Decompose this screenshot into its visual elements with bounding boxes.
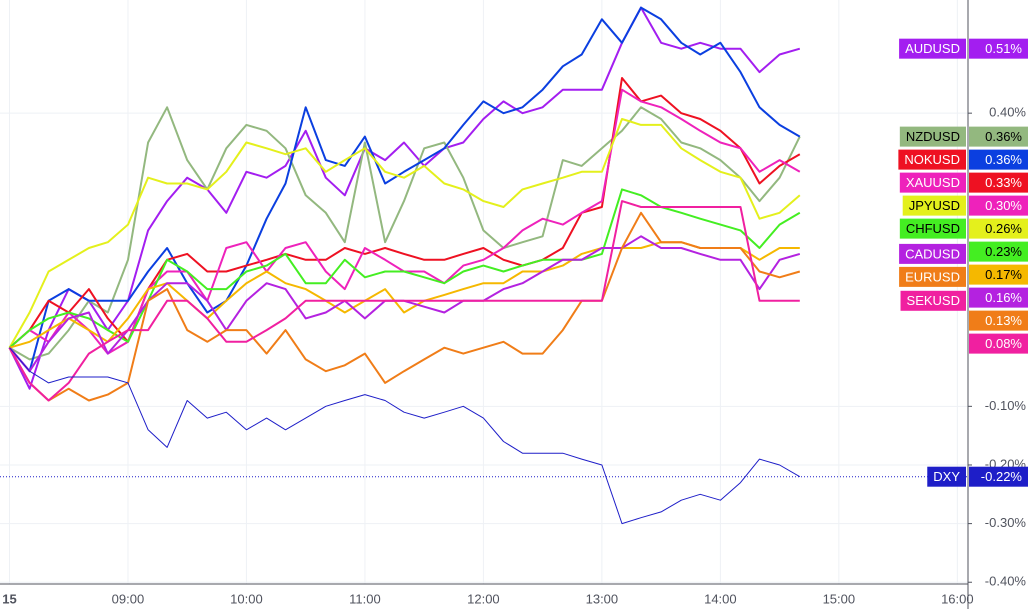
series-line [8, 6, 801, 390]
series-line [8, 6, 801, 373]
legend-entry: CHFUSD [899, 218, 966, 239]
x-tick-label: 14:00 [704, 591, 737, 606]
legend-label: NZDUSD [906, 129, 960, 144]
legend-label: CADUSD [905, 246, 960, 261]
value-label: 0.33% [985, 175, 1022, 190]
value-label-box [969, 195, 1028, 216]
legend-label: NOKUSD [904, 152, 960, 167]
series-line [9, 347, 801, 525]
legend-box [898, 149, 966, 170]
value-label: 0.13% [985, 313, 1022, 328]
series-line [8, 118, 801, 349]
legend-entry: JPYUSD [902, 195, 966, 216]
value-label-box [969, 466, 1028, 487]
value-label-box [969, 264, 1028, 285]
time-axis-panel [0, 584, 968, 609]
value-label-box [969, 333, 1028, 354]
legend-box [899, 243, 966, 264]
legend-box [927, 466, 966, 487]
legend-label: CHFUSD [906, 221, 960, 236]
series-line [8, 211, 801, 402]
x-tick-label: 16:00 [941, 591, 974, 606]
legend-label: XAUUSD [906, 175, 960, 190]
legend-label: EURUSD [905, 269, 960, 284]
y-tick-label: -0.10% [985, 398, 1027, 413]
legend-entry: AUDUSD [899, 38, 966, 59]
value-label: 0.16% [985, 290, 1022, 305]
legend-entry: XAUUSD [899, 172, 966, 193]
value-label: 0.26% [985, 221, 1022, 236]
x-tick-label: 11:00 [349, 591, 381, 606]
price-labels: 0.51% 0.36% 0.36% 0.33% 0.30% 0.26% 0.23% 0.17%… [898, 38, 1028, 487]
value-label-box [969, 218, 1028, 239]
y-tick-label: 0.60% [989, 0, 1026, 2]
legend-label: SEKUSD [907, 293, 960, 308]
legend-entry: EURUSD [899, 266, 966, 287]
series-line [8, 200, 800, 402]
value-label: 0.36% [985, 152, 1022, 167]
legend-entry: SEKUSD [900, 290, 966, 311]
value-label: 0.23% [985, 244, 1022, 259]
legend-box [899, 126, 966, 147]
plot-lines [0, 6, 968, 525]
series-line [8, 188, 801, 349]
y-tick-label: 0.40% [989, 105, 1026, 120]
y-tick-label: -0.30% [985, 515, 1027, 530]
x-tick-label: 09:00 [112, 591, 145, 606]
value-label: -0.22% [981, 469, 1023, 484]
x-tick-label: 13:00 [586, 591, 619, 606]
value-label-box [969, 172, 1028, 193]
legend-box [900, 290, 966, 311]
x-tick-label: 15 [2, 591, 16, 606]
legend-box [902, 195, 966, 216]
legend-label: DXY [933, 469, 960, 484]
value-label-box [969, 241, 1028, 262]
value-label-box [969, 310, 1028, 331]
legend-label: AUDUSD [905, 41, 960, 56]
legend-entry: CADUSD [899, 243, 966, 264]
y-tick-label: -0.40% [985, 574, 1027, 589]
legend-label: JPYUSD [909, 198, 960, 213]
value-label-box [969, 287, 1028, 308]
x-tick-label: 12:00 [467, 591, 500, 606]
x-tick-label: 10:00 [230, 591, 263, 606]
x-tick-label: 15:00 [823, 591, 856, 606]
legend-entry: DXY [927, 466, 966, 487]
grid [0, 0, 968, 584]
legend-box [899, 172, 966, 193]
value-label-box [969, 149, 1028, 170]
legend-box [899, 266, 966, 287]
value-label: 0.17% [985, 267, 1022, 282]
value-label-box [969, 126, 1028, 147]
value-label: 0.36% [985, 129, 1022, 144]
value-label-box [969, 38, 1028, 59]
value-label: 0.08% [985, 336, 1022, 351]
value-label: 0.30% [985, 198, 1022, 213]
series-line [8, 106, 801, 361]
legend-entry: NZDUSD [899, 126, 966, 147]
legend-box [899, 218, 966, 239]
legend-entry: NOKUSD [898, 149, 966, 170]
value-label: 0.51% [985, 41, 1022, 56]
legend-box [899, 38, 966, 59]
